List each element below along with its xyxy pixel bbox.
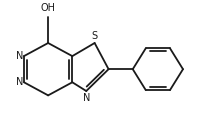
Text: OH: OH <box>41 3 56 13</box>
Text: N: N <box>83 93 90 103</box>
Text: N: N <box>16 77 23 87</box>
Text: N: N <box>16 51 23 61</box>
Text: S: S <box>92 31 98 41</box>
